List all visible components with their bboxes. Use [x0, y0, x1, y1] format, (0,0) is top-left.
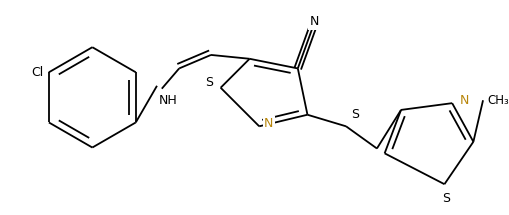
Text: S: S: [350, 109, 358, 121]
Text: N: N: [459, 94, 468, 107]
Text: Cl: Cl: [31, 66, 43, 79]
Text: N: N: [264, 117, 273, 130]
Text: S: S: [441, 192, 449, 205]
Text: S: S: [205, 76, 213, 89]
Text: CH₃: CH₃: [487, 94, 508, 107]
Text: NH: NH: [159, 94, 177, 106]
Text: N: N: [309, 15, 318, 28]
